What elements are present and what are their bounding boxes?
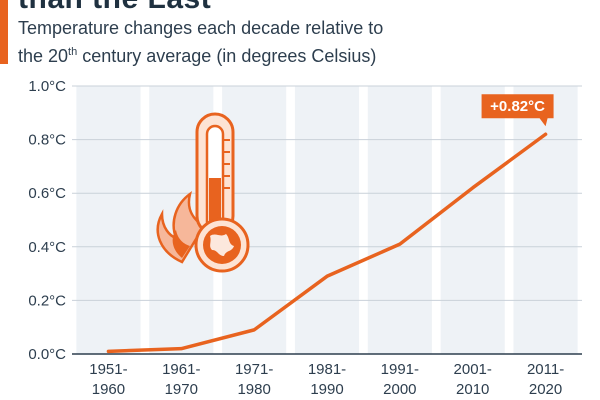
subtitle-superscript: th <box>68 46 78 58</box>
header: than the Last Temperature changes each d… <box>0 0 600 80</box>
x-tick-label: 2001-2010 <box>454 361 492 398</box>
column-band <box>440 86 505 354</box>
y-tick-label: 0.6°C <box>28 185 66 202</box>
column-bands <box>76 86 578 354</box>
x-tick-label: 1991-2000 <box>381 361 419 398</box>
column-band <box>513 86 578 354</box>
annotation-box <box>481 94 554 127</box>
thermometer-icon <box>156 112 250 273</box>
accent-bar <box>0 0 8 64</box>
y-tick-label: 1.0°C <box>28 78 66 95</box>
y-tick-label: 0.2°C <box>28 292 66 309</box>
y-tick-label: 0.4°C <box>28 239 66 256</box>
x-tick-label: 1961-1970 <box>162 361 200 398</box>
x-tick-label: 1981-1990 <box>308 361 346 398</box>
column-band <box>294 86 360 354</box>
subtitle-line-1: Temperature changes each decade relative… <box>18 18 384 38</box>
x-tick-label: 2011-2020 <box>527 361 564 398</box>
series-line <box>106 132 548 354</box>
x-tick-label: 1971-1980 <box>235 361 273 398</box>
annotation-callout: +0.82°C <box>481 94 554 127</box>
chart-subtitle: Temperature changes each decade relative… <box>18 16 383 68</box>
x-tick-label: 1951-1960 <box>89 361 127 398</box>
subtitle-line-2-start: the 20 <box>18 46 69 66</box>
gridlines <box>72 85 582 355</box>
subtitle-line-2-end: century average (in degrees Celsius) <box>77 46 377 66</box>
column-band <box>76 86 141 354</box>
y-tick-label: 0.8°C <box>28 132 66 149</box>
annotation-label: +0.82°C <box>490 98 545 115</box>
y-tick-label: 0.0°C <box>28 346 66 363</box>
x-axis-ticks: 1951-1960 1961-1970 1971-1980 1981-1990 1991… <box>89 361 564 398</box>
column-band <box>367 86 432 354</box>
y-axis-ticks: 0.0°C 0.2°C 0.4°C 0.6°C 0.8°C 1.0°C <box>28 78 66 363</box>
chart-title: than the Last <box>18 0 211 16</box>
